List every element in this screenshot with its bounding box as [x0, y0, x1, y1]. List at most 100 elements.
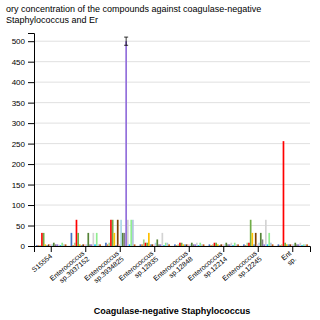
- series: [48, 220, 291, 246]
- series: [36, 233, 279, 246]
- bar: [283, 141, 285, 246]
- bar: [77, 233, 79, 246]
- bar: [252, 233, 254, 246]
- bar: [263, 244, 265, 246]
- grid-line: [34, 225, 310, 226]
- bar: [286, 244, 288, 246]
- bar: [298, 244, 300, 246]
- bar: [260, 233, 262, 246]
- bar: [210, 245, 212, 246]
- bar: [279, 245, 281, 246]
- bar: [267, 244, 269, 246]
- bar: [246, 243, 248, 246]
- bar: [146, 243, 148, 246]
- bar: [82, 244, 84, 246]
- tick-mark: [292, 246, 293, 252]
- bar: [278, 244, 280, 246]
- bar: [115, 245, 117, 246]
- bar: [183, 244, 185, 246]
- bar: [184, 244, 186, 246]
- bar: [124, 233, 126, 246]
- bar: [199, 243, 201, 246]
- series: [58, 220, 301, 246]
- bar: [160, 244, 162, 246]
- tick-mark: [28, 123, 34, 124]
- bar: [219, 245, 221, 246]
- y-axis: 050100150200250300350400450500: [12, 34, 35, 252]
- bar: [130, 220, 132, 246]
- tick-label: 100: [12, 201, 26, 210]
- bar: [114, 233, 116, 246]
- bar: [65, 244, 67, 246]
- bar: [288, 244, 290, 246]
- bar: [177, 244, 179, 246]
- axis-line: [28, 34, 35, 247]
- bar: [225, 243, 227, 246]
- series: [51, 220, 294, 246]
- bar: [158, 244, 160, 246]
- tick-label: 200: [12, 160, 26, 169]
- bar: [55, 244, 57, 246]
- tick: Enterococcussp.12848: [152, 246, 195, 289]
- bar: [46, 245, 48, 246]
- bar: [181, 243, 183, 246]
- tick: 400: [12, 78, 34, 87]
- bar: [87, 233, 89, 246]
- bar: [293, 244, 295, 246]
- bar: [234, 243, 236, 246]
- grid-line: [34, 205, 310, 206]
- tick-label: 250: [12, 140, 26, 149]
- bar: [186, 244, 188, 246]
- bar: [98, 244, 100, 246]
- tick-label: 150: [12, 181, 26, 190]
- tick-mark: [120, 246, 121, 252]
- tick-mark: [28, 82, 34, 83]
- tick-mark: [28, 103, 34, 104]
- bar: [189, 244, 191, 246]
- bar: [305, 244, 307, 246]
- bar: [217, 244, 219, 246]
- series: [45, 233, 288, 246]
- bar: [168, 244, 170, 246]
- bar: [112, 220, 114, 246]
- bar: [201, 244, 203, 246]
- bar: [92, 233, 94, 246]
- title: ory concentration of the compounds again…: [6, 4, 261, 25]
- bar: [188, 244, 190, 246]
- bars: [36, 37, 308, 246]
- tick-label: 300: [12, 119, 26, 128]
- tick: Enterococcussp.3937152: [48, 246, 91, 289]
- bar: [84, 244, 86, 246]
- tick: Enterococcussp.12214: [186, 246, 229, 289]
- grid-line: [34, 41, 310, 42]
- bar: [141, 244, 143, 246]
- bar: [284, 243, 286, 246]
- tick-label: Entsp.: [280, 249, 298, 268]
- series: [53, 233, 296, 246]
- bar: [129, 244, 131, 246]
- bar: [253, 244, 255, 246]
- tick-mark: [28, 41, 34, 42]
- bar: [289, 244, 291, 246]
- bar: [176, 245, 178, 246]
- bar: [45, 244, 47, 246]
- tick: 350: [12, 99, 34, 108]
- tick: 100: [12, 201, 34, 210]
- tick-label: Enterococcussp.12848: [152, 249, 195, 289]
- tick: 50: [16, 222, 34, 231]
- bar: [89, 244, 91, 246]
- tick-label: Enterococcussp.3937152: [48, 249, 91, 289]
- tick-mark: [85, 246, 86, 252]
- bar: [203, 244, 205, 246]
- tick-label: 350: [12, 99, 26, 108]
- error-bar: [124, 37, 128, 45]
- bar: [140, 244, 142, 246]
- bar: [294, 243, 296, 246]
- bar: [236, 244, 238, 246]
- grid-line: [34, 102, 310, 103]
- bar: [153, 244, 155, 246]
- bar: [191, 243, 193, 246]
- tick: 500: [12, 37, 34, 46]
- series: [43, 220, 286, 246]
- tick-mark: [28, 226, 34, 227]
